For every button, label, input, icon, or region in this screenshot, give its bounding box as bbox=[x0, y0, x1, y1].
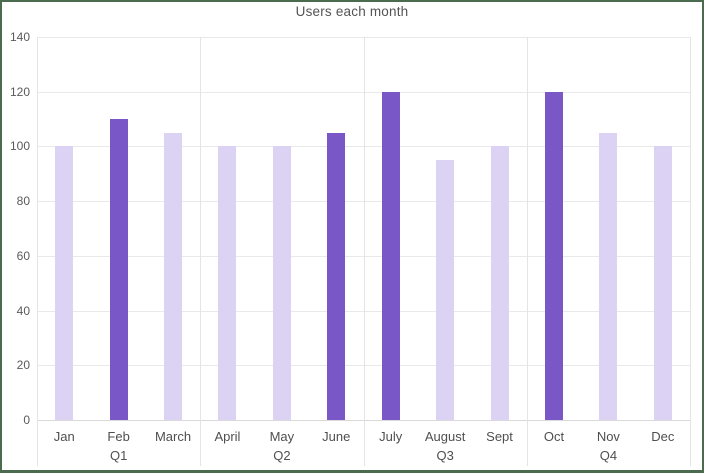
bar-oct[interactable] bbox=[544, 91, 563, 420]
x-axis-label-july: July bbox=[379, 429, 403, 444]
x-axis-label-june: June bbox=[322, 429, 351, 444]
x-axis-label-jan: Jan bbox=[53, 429, 75, 444]
bar-july[interactable] bbox=[381, 91, 400, 420]
bar-sept[interactable] bbox=[490, 146, 509, 420]
x-axis-group-label-q1: Q1 bbox=[109, 448, 128, 463]
x-axis-label-oct: Oct bbox=[543, 429, 565, 444]
x-axis-label-dec: Dec bbox=[651, 429, 675, 444]
bar-march[interactable] bbox=[164, 132, 183, 420]
y-axis-tick-20: 20 bbox=[16, 358, 30, 373]
y-axis-tick-100: 100 bbox=[9, 139, 30, 154]
quarter-divider-1 bbox=[200, 37, 202, 466]
bar-dec[interactable] bbox=[653, 146, 672, 420]
bar-april[interactable] bbox=[218, 146, 237, 420]
bar-feb[interactable] bbox=[109, 119, 128, 420]
bar-nov[interactable] bbox=[599, 132, 618, 420]
bar-june[interactable] bbox=[327, 132, 346, 420]
x-axis-label-may: May bbox=[269, 429, 295, 444]
x-axis-label-nov: Nov bbox=[596, 429, 620, 444]
bar-jan[interactable] bbox=[55, 146, 74, 420]
x-axis-label-march: March bbox=[154, 429, 192, 444]
x-axis-group-label-q4: Q4 bbox=[599, 448, 618, 463]
x-axis-group-label-q2: Q2 bbox=[273, 448, 291, 463]
x-axis-label-sept: Sept bbox=[486, 429, 513, 444]
bar-august[interactable] bbox=[436, 160, 455, 420]
quarter-divider-4 bbox=[690, 37, 691, 466]
y-axis-tick-0: 0 bbox=[23, 413, 30, 427]
y-axis-tick-120: 120 bbox=[9, 84, 30, 99]
quarter-divider-0 bbox=[37, 37, 38, 466]
quarter-divider-3 bbox=[526, 37, 528, 466]
quarter-divider-2 bbox=[363, 37, 365, 466]
x-axis-label-april: April bbox=[214, 429, 241, 444]
chart-title: Users each month bbox=[295, 4, 409, 19]
x-axis-label-august: August bbox=[424, 429, 466, 444]
x-axis-label-feb: Feb bbox=[107, 429, 130, 444]
y-axis-tick-80: 80 bbox=[16, 194, 30, 209]
y-axis-tick-140: 140 bbox=[9, 30, 30, 44]
x-axis-group-label-q3: Q3 bbox=[436, 448, 454, 463]
bar-may[interactable] bbox=[272, 146, 291, 420]
y-axis-tick-40: 40 bbox=[16, 303, 30, 318]
y-axis-tick-60: 60 bbox=[16, 248, 30, 263]
